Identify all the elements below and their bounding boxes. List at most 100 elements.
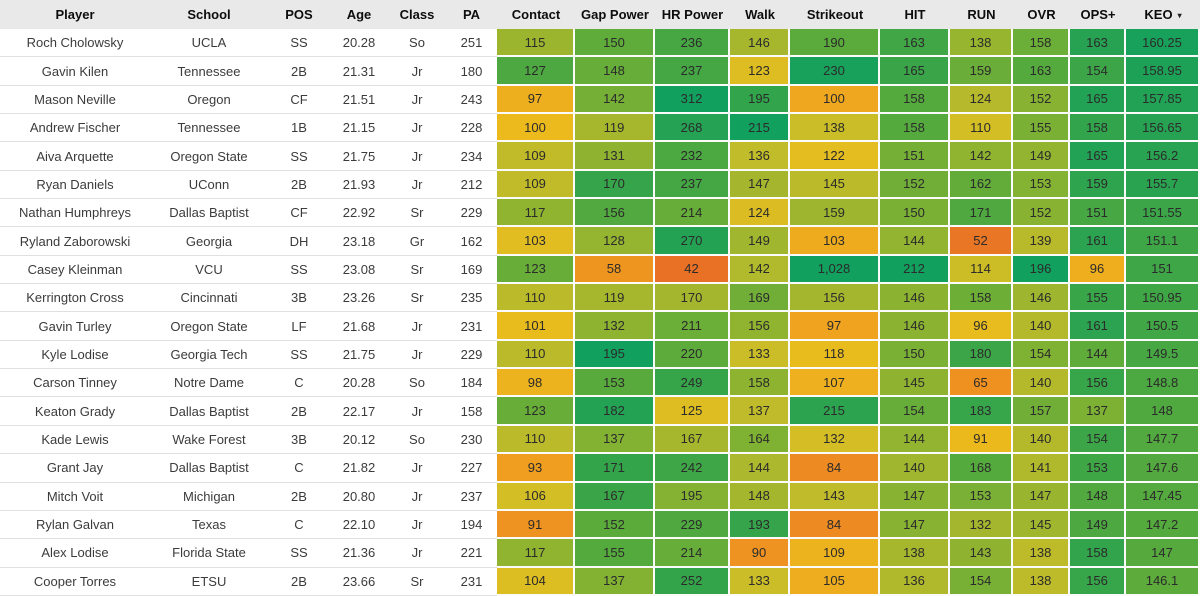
cell-school: Tennessee bbox=[150, 114, 268, 143]
cell-age: 21.51 bbox=[330, 85, 388, 115]
cell-ops-plus: 161 bbox=[1070, 227, 1126, 256]
cell-class: Gr bbox=[388, 227, 446, 256]
cell-walk: 148 bbox=[730, 482, 790, 511]
cell-run: 159 bbox=[950, 57, 1013, 86]
header-cell-hr-power[interactable]: HR Power bbox=[655, 0, 730, 29]
cell-hr-power: 252 bbox=[655, 567, 730, 596]
cell-player: Carson Tinney bbox=[0, 369, 150, 398]
cell-school: Georgia Tech bbox=[150, 340, 268, 370]
cell-ovr: 147 bbox=[1013, 482, 1070, 511]
cell-gap-power: 137 bbox=[575, 425, 655, 455]
cell-walk: 156 bbox=[730, 312, 790, 341]
header-cell-hit[interactable]: HIT bbox=[880, 0, 950, 29]
cell-hit: 163 bbox=[880, 29, 950, 58]
cell-class: Jr bbox=[388, 510, 446, 540]
cell-walk: 123 bbox=[730, 57, 790, 86]
cell-ops-plus: 165 bbox=[1070, 85, 1126, 115]
cell-hit: 147 bbox=[880, 482, 950, 511]
cell-strikeout: 145 bbox=[790, 170, 880, 200]
cell-pos: 3B bbox=[268, 425, 330, 455]
cell-run: 96 bbox=[950, 312, 1013, 341]
sort-desc-icon: ▾ bbox=[1177, 10, 1182, 20]
cell-pos: 3B bbox=[268, 284, 330, 313]
cell-walk: 144 bbox=[730, 454, 790, 483]
header-cell-age[interactable]: Age bbox=[330, 0, 388, 29]
header-cell-pos[interactable]: POS bbox=[268, 0, 330, 29]
cell-hit: 151 bbox=[880, 142, 950, 171]
cell-hit: 165 bbox=[880, 57, 950, 86]
header-cell-class[interactable]: Class bbox=[388, 0, 446, 29]
cell-pa: 231 bbox=[446, 312, 497, 341]
header-cell-strikeout[interactable]: Strikeout bbox=[790, 0, 880, 29]
cell-strikeout: 107 bbox=[790, 369, 880, 398]
header-cell-ops-plus[interactable]: OPS+ bbox=[1070, 0, 1126, 29]
cell-contact: 93 bbox=[497, 454, 575, 483]
cell-keo: 148 bbox=[1126, 397, 1200, 426]
cell-hit: 212 bbox=[880, 255, 950, 285]
cell-gap-power: 167 bbox=[575, 482, 655, 511]
cell-contact: 104 bbox=[497, 567, 575, 596]
header-cell-walk[interactable]: Walk bbox=[730, 0, 790, 29]
cell-class: Jr bbox=[388, 539, 446, 568]
cell-walk: 90 bbox=[730, 539, 790, 568]
header-cell-gap-power[interactable]: Gap Power bbox=[575, 0, 655, 29]
cell-keo: 150.5 bbox=[1126, 312, 1200, 341]
cell-gap-power: 137 bbox=[575, 567, 655, 596]
cell-pa: 162 bbox=[446, 227, 497, 256]
cell-ops-plus: 163 bbox=[1070, 29, 1126, 58]
cell-player: Roch Cholowsky bbox=[0, 29, 150, 58]
header-cell-ovr[interactable]: OVR bbox=[1013, 0, 1070, 29]
cell-pos: SS bbox=[268, 539, 330, 568]
cell-ops-plus: 153 bbox=[1070, 454, 1126, 483]
table-row: Mason Neville Oregon CF 21.51 Jr 243 97 142 312 1… bbox=[0, 85, 1200, 115]
cell-player: Mason Neville bbox=[0, 85, 150, 115]
cell-ovr: 154 bbox=[1013, 340, 1070, 370]
cell-walk: 147 bbox=[730, 170, 790, 200]
cell-hit: 144 bbox=[880, 425, 950, 455]
cell-contact: 123 bbox=[497, 397, 575, 426]
cell-hr-power: 170 bbox=[655, 284, 730, 313]
cell-player: Andrew Fischer bbox=[0, 114, 150, 143]
cell-ovr: 139 bbox=[1013, 227, 1070, 256]
header-cell-contact[interactable]: Contact bbox=[497, 0, 575, 29]
cell-walk: 164 bbox=[730, 425, 790, 455]
cell-contact: 91 bbox=[497, 510, 575, 540]
cell-strikeout: 103 bbox=[790, 227, 880, 256]
cell-strikeout: 105 bbox=[790, 567, 880, 596]
cell-pos: 1B bbox=[268, 114, 330, 143]
cell-pos: 2B bbox=[268, 170, 330, 200]
cell-contact: 98 bbox=[497, 369, 575, 398]
cell-pa: 194 bbox=[446, 510, 497, 540]
cell-hit: 146 bbox=[880, 284, 950, 313]
cell-hr-power: 211 bbox=[655, 312, 730, 341]
cell-keo: 146.1 bbox=[1126, 567, 1200, 596]
cell-pa: 234 bbox=[446, 142, 497, 171]
cell-ovr: 140 bbox=[1013, 312, 1070, 341]
cell-gap-power: 155 bbox=[575, 539, 655, 568]
header-cell-run[interactable]: RUN bbox=[950, 0, 1013, 29]
cell-keo: 148.8 bbox=[1126, 369, 1200, 398]
cell-age: 21.15 bbox=[330, 114, 388, 143]
cell-contact: 110 bbox=[497, 284, 575, 313]
cell-class: Sr bbox=[388, 567, 446, 596]
cell-hr-power: 249 bbox=[655, 369, 730, 398]
cell-pos: DH bbox=[268, 227, 330, 256]
header-cell-player[interactable]: Player bbox=[0, 0, 150, 29]
cell-school: Tennessee bbox=[150, 57, 268, 86]
cell-pos: 2B bbox=[268, 57, 330, 86]
cell-keo: 147.6 bbox=[1126, 454, 1200, 483]
header-cell-keo[interactable]: KEO ▾ bbox=[1126, 0, 1200, 29]
header-cell-pa[interactable]: PA bbox=[446, 0, 497, 29]
cell-ovr: 138 bbox=[1013, 567, 1070, 596]
cell-keo: 155.7 bbox=[1126, 170, 1200, 200]
cell-strikeout: 143 bbox=[790, 482, 880, 511]
cell-pa: 169 bbox=[446, 255, 497, 285]
cell-walk: 169 bbox=[730, 284, 790, 313]
cell-school: Oregon bbox=[150, 85, 268, 115]
table-row: Ryan Daniels UConn 2B 21.93 Jr 212 109 170 237 14… bbox=[0, 170, 1200, 200]
cell-contact: 109 bbox=[497, 170, 575, 200]
header-cell-school[interactable]: School bbox=[150, 0, 268, 29]
cell-run: 171 bbox=[950, 199, 1013, 228]
cell-ops-plus: 155 bbox=[1070, 284, 1126, 313]
cell-age: 22.17 bbox=[330, 397, 388, 426]
